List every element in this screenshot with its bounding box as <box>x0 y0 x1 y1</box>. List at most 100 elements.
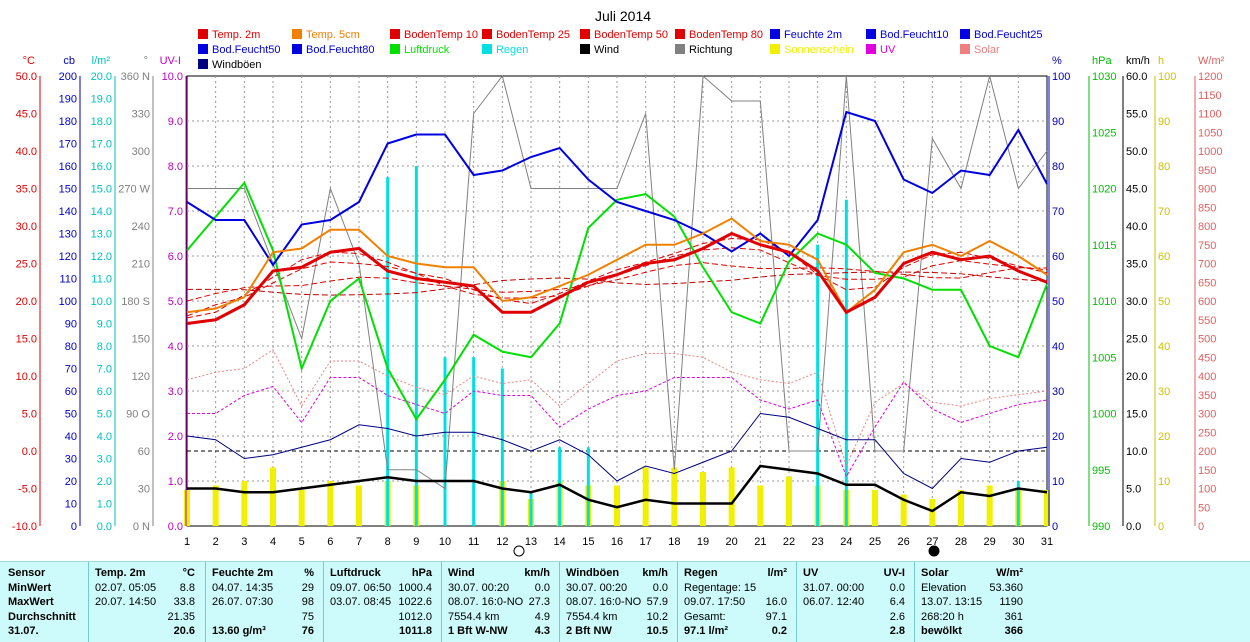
left-axis-tick: 180 <box>59 116 77 128</box>
left-axis-tick: 10.0 <box>162 71 183 83</box>
stats-cell-value: 1000.4 <box>398 581 432 594</box>
right-axis-tick: 100 <box>1198 484 1216 496</box>
bar-regen <box>500 368 504 526</box>
stats-cell-value: 0.0 <box>534 581 550 594</box>
stats-header: UV <box>803 567 819 579</box>
x-tick-label: 10 <box>439 536 451 548</box>
legend-swatch <box>770 44 780 54</box>
left-axis-tick: 16.0 <box>91 161 112 173</box>
left-axis-tick: 40 <box>65 431 77 443</box>
left-axis-tick: 0.0 <box>97 521 112 533</box>
x-tick-label: 1 <box>184 536 190 548</box>
stats-cell-value: 1012.0 <box>398 610 432 623</box>
left-axis-tick: 3.0 <box>168 386 183 398</box>
left-axis-unit: °C <box>23 55 35 67</box>
right-axis-tick: 50 <box>1198 502 1210 514</box>
x-tick-label: 24 <box>840 536 852 548</box>
legend-swatch <box>675 44 685 54</box>
left-axis-tick: 1.0 <box>168 476 183 488</box>
line-temp5cm <box>186 217 1048 314</box>
stats-row-label: MinWert <box>8 581 52 594</box>
right-axis-tick: 5.0 <box>1126 484 1141 496</box>
left-axis-tick: 150 <box>59 184 77 196</box>
stats-col-feuchte: Feuchte 2m% 04.07. 14:35 29 26.07. 07:30 98 7… <box>212 566 314 639</box>
right-axis-tick: 10.0 <box>1126 446 1147 458</box>
left-axis-tick: 15.0 <box>91 184 112 196</box>
left-axis-tick: 10.0 <box>16 371 37 383</box>
stats-cell-text: 08.07. 16:0-NO <box>448 596 524 609</box>
stats-col-regen: Regen l/m² Regentage: 15 09.07. 17:50 16.0 Ge… <box>684 566 787 639</box>
bar-regen <box>558 447 562 526</box>
right-axis-tick: 1150 <box>1198 90 1222 102</box>
right-axis-tick: 650 <box>1198 277 1216 289</box>
left-axis-tick: 18.0 <box>91 116 112 128</box>
stats-header: Luftdruck <box>330 567 381 579</box>
right-axis-tick: 25.0 <box>1126 334 1147 346</box>
stats-cell-value: 8.8 <box>179 581 195 594</box>
legend-swatch <box>580 44 590 54</box>
legend-label: Sonnenschein <box>784 44 854 56</box>
legend-label: BodenTemp 10 <box>404 29 478 41</box>
stats-cell-value: 33.8 <box>173 596 195 609</box>
right-axis-tick: 950 <box>1198 165 1216 177</box>
stats-cell-value: 4.3 <box>534 625 550 638</box>
stats-cell-value: 21.35 <box>167 610 195 623</box>
x-tick-label: 12 <box>496 536 508 548</box>
legend-swatch <box>292 44 302 54</box>
line-bodentemp25 <box>186 247 1048 317</box>
right-axis-tick: 800 <box>1198 221 1216 233</box>
stats-cell-text: 2 Bft NW <box>566 625 612 638</box>
stats-unit: UV-I <box>883 567 905 579</box>
left-axis-tick: 10.0 <box>91 296 112 308</box>
left-axis-unit: UV-I <box>160 55 181 67</box>
left-axis-tick: 12.0 <box>91 251 112 263</box>
stats-cell-value: 361 <box>1004 610 1023 623</box>
right-axis-tick: 450 <box>1198 352 1216 364</box>
x-tick-label: 7 <box>356 536 362 548</box>
stats-col-solar: Solar W/m² Elevation 53.360 13.07. 13:15 1190… <box>921 566 1023 639</box>
line-bodentemp50 <box>186 262 1048 302</box>
right-axis-unit: W/m² <box>1198 55 1225 67</box>
left-axis-tick: 80 <box>65 341 77 353</box>
left-axis-tick: -10.0 <box>12 521 37 533</box>
right-axis-tick: 0.0 <box>1126 521 1141 533</box>
right-axis-tick: 15.0 <box>1126 409 1147 421</box>
legend: Temp. 2m Temp. 5cm BodenTemp 10 BodenTemp 2… <box>198 29 1043 71</box>
right-axis-tick: 10 <box>1158 476 1170 488</box>
x-tick-label: 19 <box>697 536 709 548</box>
x-tick-label: 30 <box>1012 536 1024 548</box>
x-tick-label: 13 <box>525 536 537 548</box>
legend-swatch <box>198 29 208 39</box>
legend-label: Windböen <box>212 59 262 71</box>
stats-panel: Sensor MinWert MaxWert Durchschnitt 31.0… <box>0 561 1250 642</box>
stats-col-luftdruck: Luftdruck hPa 09.07. 06:50 1000.4 03.07. 08:… <box>330 566 432 639</box>
bar-sonnenschein <box>1044 490 1050 526</box>
legend-label: Temp. 2m <box>212 29 260 41</box>
left-axis-tick: 0 N <box>133 521 150 533</box>
stats-unit: hPa <box>411 567 432 579</box>
right-axis-unit: % <box>1052 55 1062 67</box>
x-tick-label: 27 <box>926 536 938 548</box>
left-axis-tick: 0 <box>71 521 77 533</box>
left-axis-tick: 270 W <box>118 184 150 196</box>
legend-label: Regen <box>496 44 528 56</box>
left-axis-tick: -5.0 <box>18 484 37 496</box>
stats-header: Temp. 2m <box>95 567 146 579</box>
stats-cell-text: 26.07. 07:30 <box>212 596 274 609</box>
weather-chart: 1 2 3 4 5 6 7 8 9 10 11 12 13 14 15 16 17 18 19 20 21 22 23 24 2… <box>12 8 1225 557</box>
right-axis-tick: 60 <box>1052 251 1064 263</box>
stats-cell-value: 1190 <box>999 596 1023 609</box>
legend-swatch <box>482 29 492 39</box>
x-tick-label: 31 <box>1041 536 1053 548</box>
right-axis-tick: 20 <box>1052 431 1064 443</box>
x-tick-label: 20 <box>726 536 738 548</box>
right-axis-unit: hPa <box>1092 55 1112 67</box>
legend-label: Bod.Feucht50 <box>212 44 281 56</box>
stats-row-label: 31.07. <box>8 625 39 638</box>
left-axis-tick: 20.0 <box>16 296 37 308</box>
right-axis-tick: 1025 <box>1092 127 1116 139</box>
x-tick-label: 26 <box>898 536 910 548</box>
left-axis-tick: 150 <box>132 334 150 346</box>
legend-label: Bod.Feucht25 <box>974 29 1043 41</box>
left-axis-tick: 20 <box>65 476 77 488</box>
